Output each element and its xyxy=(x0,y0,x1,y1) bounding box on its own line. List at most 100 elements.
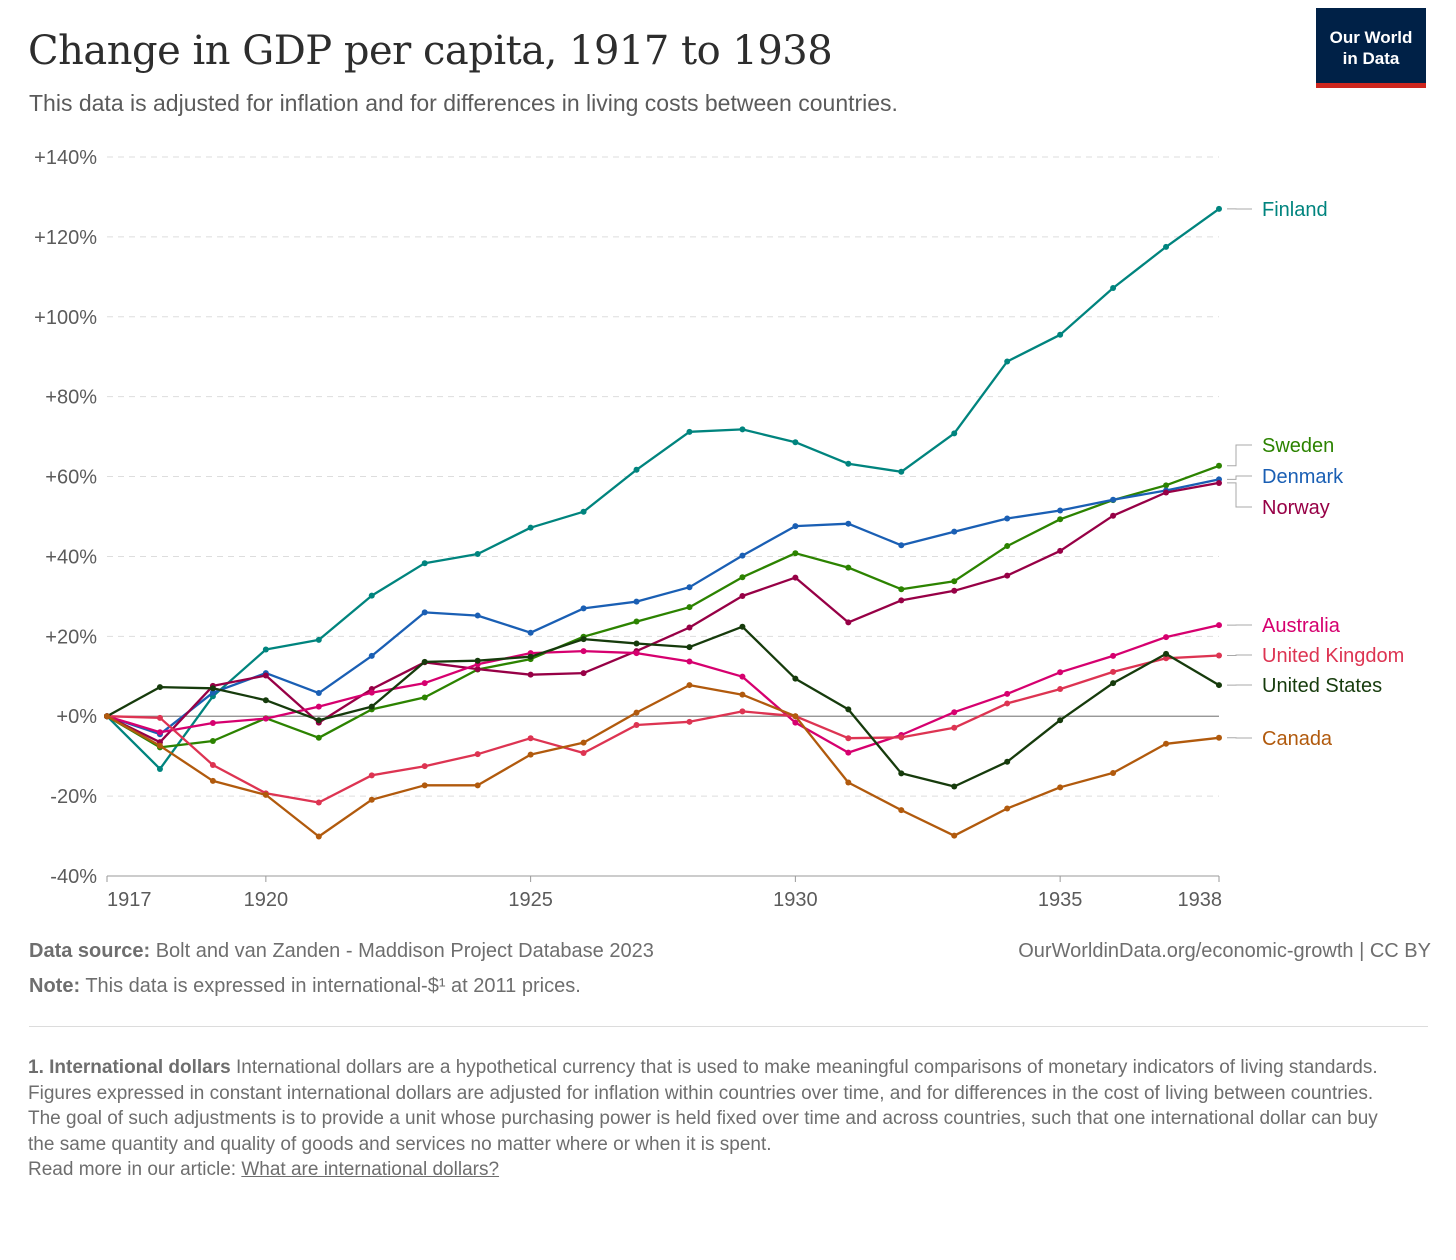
series-label-norway: Norway xyxy=(1262,497,1330,519)
data-point-canada xyxy=(421,782,428,789)
data-point-canada xyxy=(104,713,110,720)
y-tick-label: +20% xyxy=(45,626,97,648)
owid-logo[interactable]: Our World in Data xyxy=(1316,8,1426,88)
data-point-finland xyxy=(1004,358,1011,365)
data-point-canada xyxy=(1110,769,1117,776)
data-point-united-kingdom xyxy=(951,724,958,731)
data-point-finland xyxy=(633,466,640,473)
data-point-united-states xyxy=(1216,682,1222,689)
data-point-united-states xyxy=(898,770,905,777)
data-point-canada xyxy=(1004,805,1011,812)
data-point-canada xyxy=(686,682,693,689)
y-tick-label: -20% xyxy=(50,786,97,808)
data-point-finland xyxy=(1163,243,1170,250)
data-point-norway xyxy=(1004,572,1011,579)
data-point-united-states xyxy=(262,697,269,704)
data-point-denmark xyxy=(686,584,693,591)
data-point-denmark xyxy=(1057,507,1064,514)
series-line-united-kingdom xyxy=(105,654,1221,804)
data-point-sweden xyxy=(686,604,693,611)
data-point-australia xyxy=(580,648,587,655)
data-point-norway xyxy=(527,671,534,678)
data-point-norway xyxy=(580,670,587,677)
data-point-united-kingdom xyxy=(527,735,534,742)
data-point-norway xyxy=(686,624,693,631)
data-point-united-kingdom xyxy=(633,722,640,729)
data-point-norway xyxy=(898,597,905,604)
data-point-united-states xyxy=(1110,680,1117,687)
data-point-denmark xyxy=(527,629,534,636)
x-tick-label: 1917 xyxy=(107,889,152,911)
label-connector-united-kingdom xyxy=(1227,654,1252,656)
data-point-australia xyxy=(845,749,852,756)
series-label-united-states: United States xyxy=(1262,675,1382,697)
data-point-finland xyxy=(474,551,481,558)
data-point-denmark xyxy=(633,598,640,605)
data-point-sweden xyxy=(898,586,905,593)
data-point-united-kingdom xyxy=(368,772,375,779)
y-tick-label: +120% xyxy=(34,227,97,249)
data-point-canada xyxy=(792,713,799,720)
y-tick-label: +60% xyxy=(45,467,97,489)
data-point-canada xyxy=(1057,784,1064,791)
data-source-text: Bolt and van Zanden - Maddison Project D… xyxy=(155,940,654,962)
data-point-united-kingdom xyxy=(1216,652,1222,659)
chart-title: Change in GDP per capita, 1917 to 1938 xyxy=(28,28,833,74)
data-point-finland xyxy=(686,428,693,435)
data-point-united-kingdom xyxy=(739,708,746,715)
data-point-united-kingdom xyxy=(1004,700,1011,707)
data-point-denmark xyxy=(792,523,799,530)
data-point-australia xyxy=(421,680,428,687)
data-point-united-states xyxy=(368,703,375,710)
data-point-canada xyxy=(474,782,481,789)
data-source: Data source: Bolt and van Zanden - Maddi… xyxy=(29,940,654,963)
data-point-denmark xyxy=(368,652,375,659)
x-tick-label: 1920 xyxy=(244,889,289,911)
data-point-united-states xyxy=(686,644,693,651)
series-line-sweden xyxy=(105,464,1221,749)
data-point-denmark xyxy=(1110,496,1117,503)
data-point-norway xyxy=(951,587,958,594)
y-tick-label: +140% xyxy=(34,147,97,169)
data-point-united-states xyxy=(633,640,640,647)
footnote-read-more: Read more in our article: What are inter… xyxy=(28,1157,1398,1183)
x-tick-label: 1930 xyxy=(773,889,818,911)
logo-accent-bar xyxy=(1316,83,1426,88)
data-point-denmark xyxy=(739,552,746,559)
data-point-united-kingdom xyxy=(686,718,693,725)
data-point-australia xyxy=(633,650,640,657)
data-point-finland xyxy=(527,524,534,531)
data-point-norway xyxy=(1163,489,1170,496)
data-point-norway xyxy=(262,672,269,679)
series-label-australia: Australia xyxy=(1262,615,1341,637)
data-point-denmark xyxy=(845,520,852,527)
data-point-sweden xyxy=(1163,482,1170,489)
data-point-united-kingdom xyxy=(845,735,852,742)
data-point-canada xyxy=(527,751,534,758)
data-point-australia xyxy=(792,719,799,726)
read-more-prefix: Read more in our article: xyxy=(28,1159,242,1180)
data-point-canada xyxy=(368,796,375,803)
data-point-australia xyxy=(686,658,693,665)
data-point-united-kingdom xyxy=(1163,655,1170,662)
data-point-united-kingdom xyxy=(421,763,428,770)
credit-link[interactable]: OurWorldinData.org/economic-growth | CC … xyxy=(1018,940,1431,962)
data-point-norway xyxy=(474,666,481,673)
data-point-sweden xyxy=(209,737,216,744)
data-point-canada xyxy=(315,833,322,840)
x-tick-label: 1938 xyxy=(1178,889,1223,911)
data-point-australia xyxy=(1163,634,1170,641)
read-more-link[interactable]: What are international dollars? xyxy=(241,1159,500,1180)
data-point-united-states xyxy=(474,657,481,664)
series-label-sweden: Sweden xyxy=(1262,435,1334,457)
data-point-united-states xyxy=(156,684,163,691)
logo-line-1: Our World xyxy=(1329,28,1413,47)
y-tick-label: +0% xyxy=(56,706,97,728)
data-point-sweden xyxy=(1216,462,1222,469)
footnote-heading: 1. International dollars xyxy=(28,1057,231,1078)
data-point-norway xyxy=(1216,479,1222,486)
series-line-finland xyxy=(105,207,1221,771)
data-point-united-states xyxy=(527,653,534,660)
data-point-finland xyxy=(1216,205,1222,212)
data-point-sweden xyxy=(1004,543,1011,550)
